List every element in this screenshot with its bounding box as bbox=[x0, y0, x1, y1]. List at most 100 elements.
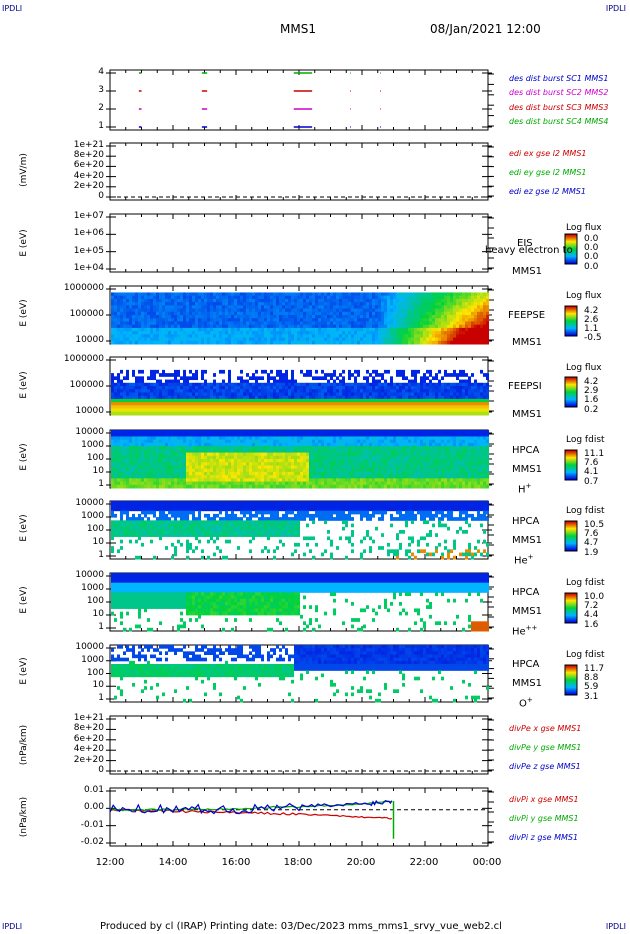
colorbar-strip bbox=[565, 534, 577, 536]
spectro-cell bbox=[249, 331, 252, 335]
spectro-cell bbox=[213, 311, 216, 316]
spectro-cell bbox=[456, 324, 459, 329]
spectro-cell bbox=[222, 311, 225, 316]
spectro-cell bbox=[339, 337, 342, 342]
spectro-cell bbox=[366, 382, 369, 387]
spectro-cell bbox=[189, 392, 192, 397]
spectro-cell bbox=[372, 389, 375, 393]
spectro-cell bbox=[183, 405, 186, 410]
spectro-cell bbox=[363, 340, 366, 345]
spectro-cell bbox=[441, 392, 444, 397]
spectro-cell bbox=[198, 395, 201, 400]
spectro-cell bbox=[444, 315, 447, 319]
spectro-cell bbox=[156, 408, 159, 413]
spectro-cell bbox=[234, 321, 237, 326]
spectro-cell bbox=[306, 305, 309, 310]
spectro-cell bbox=[279, 315, 282, 319]
spectro-cell bbox=[312, 305, 315, 310]
spectro-cell bbox=[378, 308, 381, 313]
spectro-cell bbox=[294, 392, 297, 397]
spectro-cell bbox=[243, 292, 246, 297]
spectro-cell bbox=[111, 327, 114, 332]
spectro-cell bbox=[378, 337, 381, 342]
spectro-cell bbox=[156, 315, 159, 319]
spectro-cell bbox=[288, 311, 291, 316]
spectro-cell bbox=[354, 292, 357, 297]
spectro-cell bbox=[447, 392, 450, 397]
spectro-cell bbox=[351, 305, 354, 310]
spectro-cell bbox=[438, 379, 441, 384]
spectro-cell bbox=[423, 298, 426, 303]
spectro-cell bbox=[288, 298, 291, 303]
spectro-cell bbox=[234, 302, 237, 306]
spectro-cell bbox=[225, 292, 228, 297]
spectro-cell bbox=[264, 305, 267, 310]
spectro-cell bbox=[285, 376, 288, 381]
spectro-cell bbox=[195, 405, 198, 410]
spectro-cell bbox=[231, 292, 234, 297]
spectro-cell bbox=[126, 439, 129, 444]
spectro-cell bbox=[474, 327, 477, 332]
spectro-cell bbox=[405, 382, 408, 387]
spectro-cell bbox=[408, 408, 411, 413]
spectro-cell bbox=[483, 324, 486, 329]
spectro-cell bbox=[369, 402, 372, 406]
spectro-cell bbox=[366, 402, 369, 406]
spectro-cell bbox=[396, 302, 399, 306]
spectro-cell bbox=[447, 311, 450, 316]
colorbar-strip bbox=[565, 236, 577, 238]
spectro-cell bbox=[321, 402, 324, 406]
spectro-cell bbox=[324, 302, 327, 306]
spectro-cell bbox=[396, 311, 399, 316]
spectro-cell bbox=[168, 446, 171, 450]
spectro-cell bbox=[255, 327, 258, 332]
panel-frame bbox=[109, 787, 489, 847]
spectro-cell bbox=[324, 405, 327, 410]
spectro-cell bbox=[138, 462, 141, 466]
spectro-cell bbox=[213, 334, 216, 339]
spectro-cell bbox=[324, 376, 327, 381]
colorbar-strip bbox=[565, 618, 577, 620]
spectro-cell bbox=[285, 379, 288, 384]
spectro-cell bbox=[249, 408, 252, 413]
spectro-cell bbox=[147, 337, 150, 342]
spectro-cell bbox=[303, 311, 306, 316]
spectro-cell bbox=[183, 334, 186, 339]
spectro-cell bbox=[171, 481, 174, 486]
spectro-cell bbox=[195, 292, 198, 297]
spectro-cell bbox=[183, 386, 186, 390]
spectro-cell bbox=[354, 408, 357, 413]
spectro-cell bbox=[312, 386, 315, 390]
spectro-cell bbox=[453, 334, 456, 339]
spectro-cell bbox=[453, 331, 456, 335]
spectro-cell bbox=[129, 405, 132, 410]
spectro-cell bbox=[141, 402, 144, 406]
spectro-cell bbox=[177, 389, 180, 393]
spectro-cell bbox=[135, 315, 138, 319]
spectro-cell bbox=[378, 398, 381, 403]
spectro-cell bbox=[252, 373, 255, 377]
spectro-cell bbox=[201, 331, 204, 335]
spectro-cell bbox=[450, 324, 453, 329]
spectro-cell bbox=[126, 452, 129, 457]
spectro-cell bbox=[369, 411, 372, 416]
spectro-cell bbox=[327, 392, 330, 397]
spectro-cell bbox=[126, 430, 129, 434]
spectro-cell bbox=[471, 402, 474, 406]
spectro-cell bbox=[408, 308, 411, 313]
spectro-cell bbox=[123, 442, 126, 447]
spectro-cell bbox=[144, 459, 147, 463]
corner-label-top-right: IPDLI bbox=[605, 4, 626, 13]
spectro-cell bbox=[114, 298, 117, 303]
spectro-cell bbox=[282, 295, 285, 300]
spectro-cell bbox=[387, 408, 390, 413]
spectro-cell bbox=[243, 302, 246, 306]
spectro-cell bbox=[258, 337, 261, 342]
spectro-cell bbox=[150, 471, 153, 476]
spectro-cell bbox=[459, 389, 462, 393]
spectro-cell bbox=[282, 302, 285, 306]
colorbar-strip bbox=[565, 536, 577, 538]
spectro-cell bbox=[228, 373, 231, 377]
spectro-cell bbox=[261, 302, 264, 306]
spectro-cell bbox=[144, 408, 147, 413]
